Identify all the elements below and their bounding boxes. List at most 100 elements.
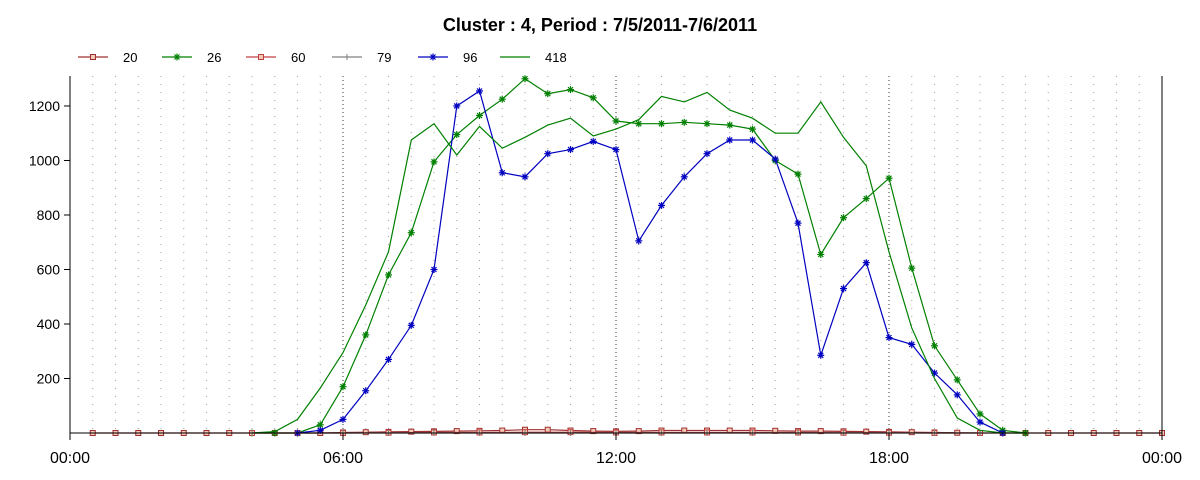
y-axis: 200 400 600 800 1000 1200 (29, 76, 1163, 433)
data-point (498, 169, 506, 177)
data-point-stroke (886, 175, 892, 182)
data-point (976, 410, 984, 418)
data-point (703, 150, 711, 158)
data-point (362, 429, 369, 436)
data-point-stroke (772, 156, 779, 163)
y-tick-label: 1000 (29, 152, 60, 168)
data-point (612, 146, 620, 154)
data-point (931, 342, 938, 350)
data-point-stroke (908, 341, 915, 348)
series-line-418 (251, 91, 1026, 434)
y-tick-label: 400 (37, 316, 61, 332)
data-point (344, 54, 350, 60)
data-point-stroke (886, 334, 892, 341)
data-point-stroke (499, 169, 506, 176)
data-point-stroke (476, 112, 483, 119)
data-point-stroke (795, 171, 801, 178)
series-26 (248, 75, 1029, 437)
data-point (885, 174, 893, 182)
data-point (408, 428, 415, 435)
data-point (544, 150, 552, 158)
data-point (794, 170, 802, 178)
data-point (726, 121, 734, 129)
data-point-stroke (408, 229, 415, 236)
data-point-stroke (977, 419, 983, 426)
legend-label: 60 (291, 50, 305, 65)
data-point (407, 321, 415, 329)
data-point-stroke (658, 120, 665, 127)
data-point (908, 340, 916, 348)
legend-item-20: 20 (78, 50, 137, 65)
data-point (771, 155, 779, 163)
data-point-stroke (567, 146, 574, 153)
data-point-stroke (613, 146, 619, 153)
legend-label: 79 (377, 50, 391, 65)
data-point (862, 259, 870, 267)
data-point-stroke (863, 195, 870, 202)
data-point (453, 102, 461, 110)
data-point-stroke (613, 118, 619, 124)
series-96 (294, 87, 1007, 437)
plot-area (89, 75, 1165, 437)
data-point (794, 219, 802, 227)
y-tick-label: 600 (37, 261, 61, 277)
data-point-stroke (499, 96, 506, 103)
y-tick-label: 1200 (29, 98, 60, 114)
data-point-stroke (408, 322, 415, 329)
data-point-stroke (431, 158, 437, 165)
data-point (430, 265, 438, 273)
legend-label: 418 (545, 50, 567, 65)
data-point (749, 125, 756, 133)
legend-item-418: 418 (500, 50, 567, 65)
x-axis: 00:00 06:00 12:00 18:00 00:00 (50, 432, 1182, 467)
data-point (635, 237, 643, 245)
data-point-stroke (544, 90, 551, 97)
data-point (885, 334, 893, 342)
legend-label: 26 (207, 50, 221, 65)
data-point (726, 136, 734, 144)
data-point-stroke (704, 120, 710, 127)
data-point-stroke (635, 120, 642, 127)
x-tick-label: 12:00 (596, 450, 636, 467)
data-point-stroke (340, 383, 346, 390)
data-point (908, 429, 915, 436)
data-point (173, 53, 181, 61)
data-point-stroke (430, 54, 436, 60)
data-point (544, 90, 552, 98)
data-point (953, 391, 961, 399)
data-point-stroke (817, 251, 824, 258)
data-point (453, 131, 461, 139)
data-point (521, 75, 529, 83)
data-point (385, 271, 392, 279)
data-point (362, 331, 370, 339)
data-point-stroke (522, 75, 528, 82)
data-point-stroke (726, 137, 733, 143)
y-tick-label: 800 (37, 207, 61, 223)
legend-item-60: 60 (246, 50, 305, 65)
data-point (567, 146, 574, 154)
data-point-stroke (954, 391, 961, 398)
data-point (862, 195, 870, 203)
data-point-stroke (681, 173, 688, 180)
data-point-stroke (567, 86, 574, 93)
legend-label: 96 (463, 50, 477, 65)
data-point (339, 383, 347, 391)
data-point (908, 264, 916, 272)
data-point (544, 426, 551, 433)
data-point-stroke (522, 173, 528, 180)
data-point (430, 158, 438, 166)
data-point-stroke (726, 122, 733, 128)
data-point-stroke (795, 220, 801, 227)
data-point-stroke (174, 54, 180, 60)
data-point-stroke (453, 103, 460, 109)
x-tick-label: 00:00 (1142, 450, 1182, 467)
chart-title: Cluster : 4, Period : 7/5/2011-7/6/2011 (443, 15, 757, 35)
data-point (635, 120, 643, 128)
data-point-stroke (385, 272, 392, 278)
data-point-stroke (453, 131, 460, 138)
data-point-stroke (590, 138, 597, 145)
legend: 20 26 60 79 96 418 (78, 50, 567, 65)
data-point (817, 351, 825, 359)
data-point (658, 201, 665, 209)
